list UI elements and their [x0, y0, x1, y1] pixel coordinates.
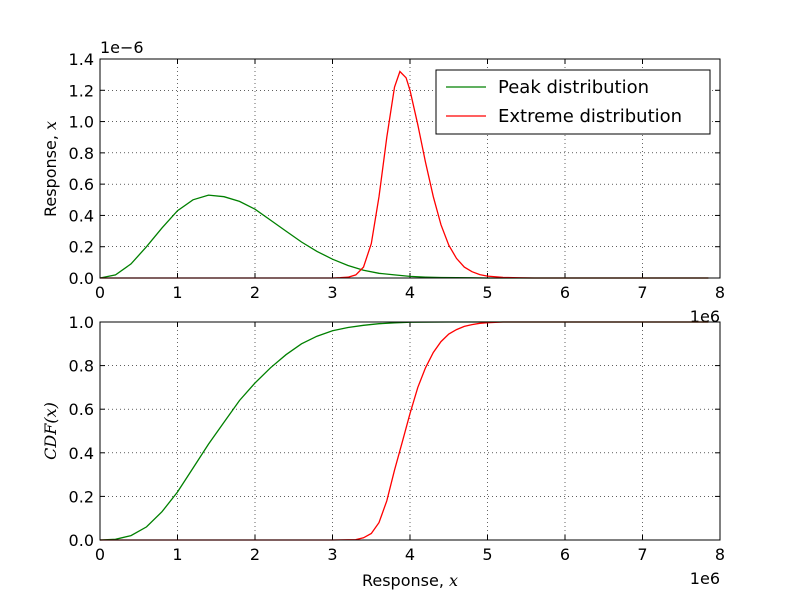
top-y-axis-label-text: Response, [41, 130, 60, 217]
top-x-tick-label: 6 [560, 283, 570, 302]
legend-label-extreme: Extreme distribution [498, 106, 682, 127]
bottom-axes-frame [99, 321, 721, 541]
legend: Peak distribution Extreme distribution [435, 69, 711, 135]
bottom-x-tick-label: 2 [250, 545, 260, 564]
bottom-x-tick-label: 4 [405, 545, 415, 564]
bottom-x-offset-label: 1e6 [690, 569, 720, 588]
bottom-y-tick-label: 0.0 [69, 531, 94, 550]
top-axes-frame [99, 58, 721, 279]
top-y-tick-label: 1.0 [69, 113, 94, 132]
top-y-axis-label-math: x [41, 121, 60, 130]
top-series-line-extreme [100, 70, 709, 279]
bottom-x-tick-label: 1 [172, 545, 182, 564]
top-y-tick-label: 0.6 [69, 175, 94, 194]
top-y-tick-label: 0.2 [69, 238, 94, 257]
bottom-y-tick-label: 1.0 [69, 313, 94, 332]
legend-label-peak: Peak distribution [498, 77, 649, 98]
bottom-x-tick-label: 7 [637, 545, 647, 564]
bottom-x-tick-label: 3 [327, 545, 337, 564]
bottom-y-tick-label: 0.4 [69, 444, 94, 463]
top-x-tick-label: 7 [637, 283, 647, 302]
bottom-series-line-peak [100, 321, 709, 541]
top-series-line-peak [100, 194, 709, 279]
top-x-tick-label: 5 [482, 283, 492, 302]
bottom-x-tick-label: 8 [715, 545, 725, 564]
bottom-x-axis-label-math: x [449, 571, 458, 590]
top-x-tick-label: 4 [405, 283, 415, 302]
top-x-tick-label: 2 [250, 283, 260, 302]
top-y-tick-label: 0.4 [69, 206, 94, 225]
bottom-y-tick-label: 0.2 [69, 487, 94, 506]
bottom-x-axis-label-text: Response, [362, 571, 449, 590]
top-y-tick-label: 0.8 [69, 144, 94, 163]
bottom-axes-group: 0 1 2 3 4 5 6 7 8 0.0 0.2 0.4 0.6 0.8 1.0 1e6 [69, 313, 726, 588]
top-x-tick-label: 8 [715, 283, 725, 302]
bottom-x-tick-label: 6 [560, 545, 570, 564]
bottom-x-tick-label: 5 [482, 545, 492, 564]
top-y-tick-label: 1.4 [69, 50, 94, 69]
top-x-tick-label: 1 [172, 283, 182, 302]
bottom-y-tick-label: 0.8 [69, 357, 94, 376]
bottom-x-tick-label: 0 [95, 545, 105, 564]
top-x-offset-label: 1e6 [690, 307, 720, 326]
top-y-tick-label: 0.0 [69, 269, 94, 288]
top-y-tick-label: 1.2 [69, 81, 94, 100]
top-y-axis-label: Response, x [41, 121, 60, 217]
top-y-offset-label: 1e−6 [100, 38, 144, 57]
bottom-series-line-extreme [100, 321, 709, 541]
bottom-y-axis-label: CDF(x) [41, 402, 60, 460]
top-x-tick-label: 0 [95, 283, 105, 302]
top-x-tick-label: 3 [327, 283, 337, 302]
bottom-x-axis-label: Response, x [362, 571, 458, 590]
legend-box [435, 69, 711, 135]
bottom-y-tick-label: 0.6 [69, 400, 94, 419]
top-axes-group: 0 1 2 3 4 5 6 7 8 0.0 0.2 0.4 0.6 0.8 1.0 1.2 1.4 1e6 1e−6 [69, 38, 726, 326]
